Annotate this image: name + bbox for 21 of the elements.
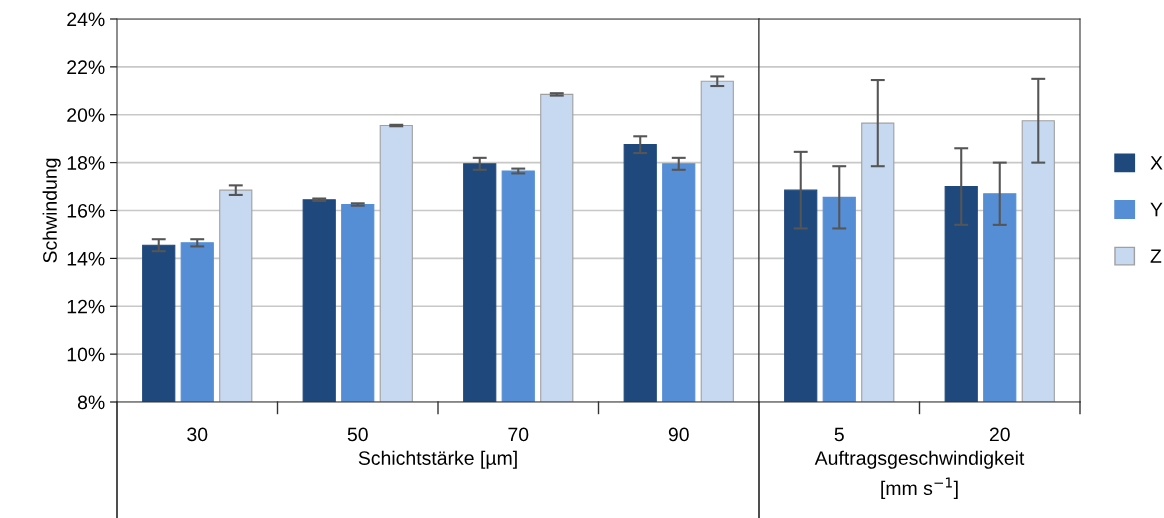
y-tick-label: 16%	[67, 203, 105, 218]
y-tick-label: 8%	[77, 395, 105, 410]
y-tick-label: 14%	[67, 251, 105, 266]
legend-label: Y	[1150, 202, 1163, 217]
x-tick-label: 50	[347, 427, 368, 442]
y-tick-label: 22%	[67, 60, 105, 75]
y-tick-label: 10%	[67, 347, 105, 362]
legend-label: X	[1150, 156, 1163, 170]
x-tick-label: 70	[508, 427, 529, 442]
legend-label: Z	[1150, 249, 1162, 263]
x-tick-label: 90	[668, 427, 689, 442]
x-axis-title: Auftragsgeschwindigkeit [mm s$^{−1}$]	[814, 450, 1025, 499]
x-tick-label: 5	[834, 427, 844, 442]
y-tick-label: 12%	[67, 299, 105, 314]
y-tick-label: 20%	[67, 108, 105, 122]
x-tick-label: 20	[989, 427, 1010, 442]
x-axis-title: Schichtstärke [µm]	[358, 450, 517, 469]
y-tick-label: 24%	[67, 12, 105, 27]
y-tick-label: 18%	[67, 156, 105, 170]
y-axis-title: Schwindung	[42, 158, 61, 263]
x-tick-label: 30	[187, 427, 208, 442]
